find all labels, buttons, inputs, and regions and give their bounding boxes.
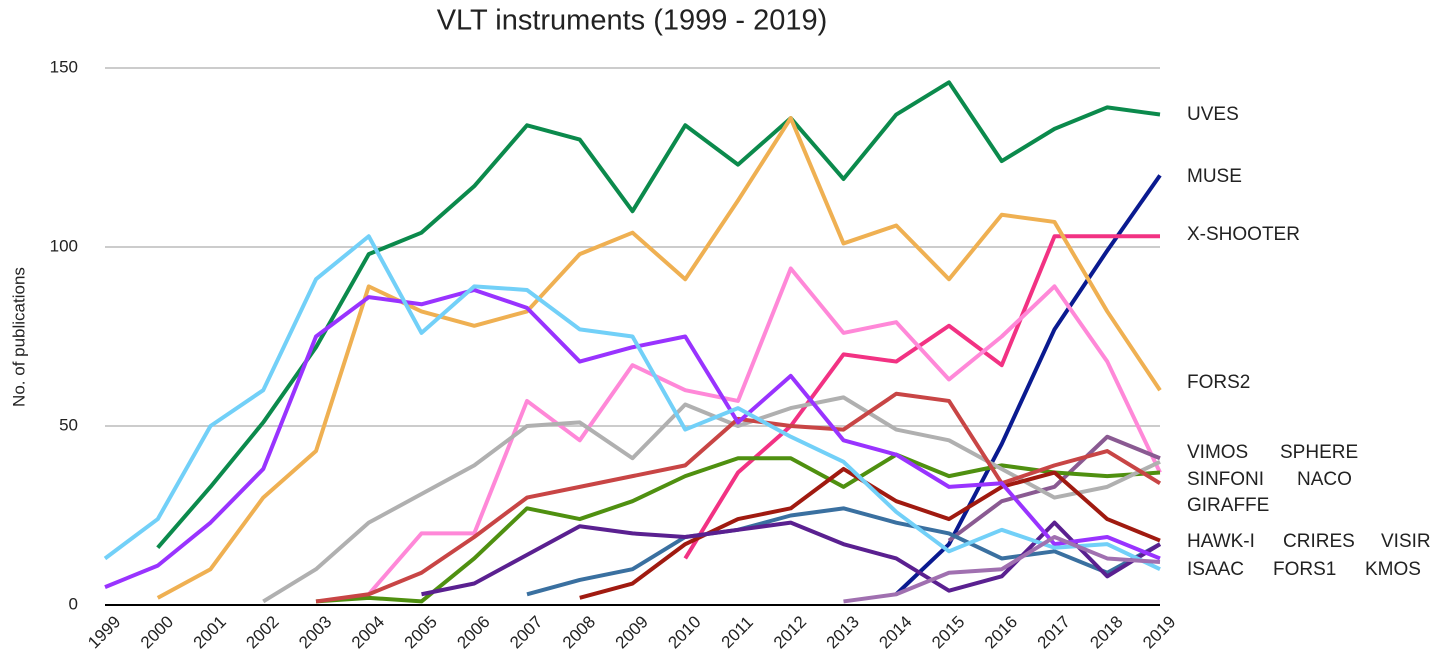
legend-label: UVES	[1187, 104, 1239, 125]
x-tick-label: 2014	[875, 612, 915, 652]
series-line	[156, 116, 1162, 600]
x-tick-label: 2004	[348, 612, 388, 652]
chart-title: VLT instruments (1999 - 2019)	[437, 5, 828, 37]
series-line	[947, 434, 1161, 543]
series-line	[103, 234, 1161, 572]
legend-label: SPHERE	[1280, 442, 1358, 463]
series-line	[156, 80, 1161, 550]
x-tick-label: 2009	[612, 612, 652, 652]
y-tick-label: 150	[50, 57, 78, 76]
x-tick-label: 2010	[664, 612, 704, 652]
series-line	[104, 287, 1161, 589]
x-tick-label: 1999	[84, 612, 124, 652]
y-axis-label: No. of publications	[9, 267, 28, 407]
x-tick-label: 2006	[453, 612, 493, 652]
legend-label: ISAAC	[1187, 559, 1244, 580]
legend-label: CRIRES	[1283, 531, 1355, 552]
legend-label: SINFONI	[1187, 469, 1264, 490]
series-line	[683, 234, 1160, 560]
x-tick-label: 2007	[506, 612, 546, 652]
legend-label: NACO	[1297, 469, 1352, 490]
series-line	[526, 506, 1161, 597]
legend-label: X-SHOOTER	[1187, 224, 1300, 245]
series-line	[315, 452, 1161, 604]
legend-label: KMOS	[1365, 559, 1421, 580]
x-tick-label: 2019	[1139, 612, 1179, 652]
legend-label: VIMOS	[1187, 442, 1248, 463]
series-line	[262, 395, 1161, 604]
series-line	[843, 534, 1161, 604]
y-tick-label: 50	[59, 415, 78, 434]
series-line	[367, 266, 1162, 596]
legend-label: FORS1	[1273, 559, 1336, 580]
legend-label: MUSE	[1187, 166, 1242, 187]
series-line	[421, 520, 1162, 597]
legend-label: GIRAFFE	[1187, 495, 1269, 516]
x-tick-label: 2002	[242, 612, 282, 652]
x-tick-label: 2016	[981, 612, 1021, 652]
x-tick-label: 2005	[401, 612, 441, 652]
x-tick-label: 2018	[1086, 612, 1126, 652]
x-tick-label: 2011	[718, 613, 757, 652]
x-tick-label: 2001	[190, 612, 230, 652]
x-tick-label: 2015	[928, 612, 968, 652]
legend-label: VISIR	[1381, 531, 1431, 552]
legend-label: FORS2	[1187, 372, 1250, 393]
x-tick-label: 2008	[559, 612, 599, 652]
x-tick-label: 2000	[137, 612, 177, 652]
x-tick-label: 2013	[823, 612, 863, 652]
y-tick-label: 100	[50, 236, 78, 255]
x-tick-label: 2017	[1034, 612, 1074, 652]
x-tick-label: 2003	[295, 612, 335, 652]
x-tick-label: 2012	[770, 612, 810, 652]
legend-label: HAWK-I	[1187, 531, 1255, 552]
y-tick-label: 0	[69, 594, 78, 613]
